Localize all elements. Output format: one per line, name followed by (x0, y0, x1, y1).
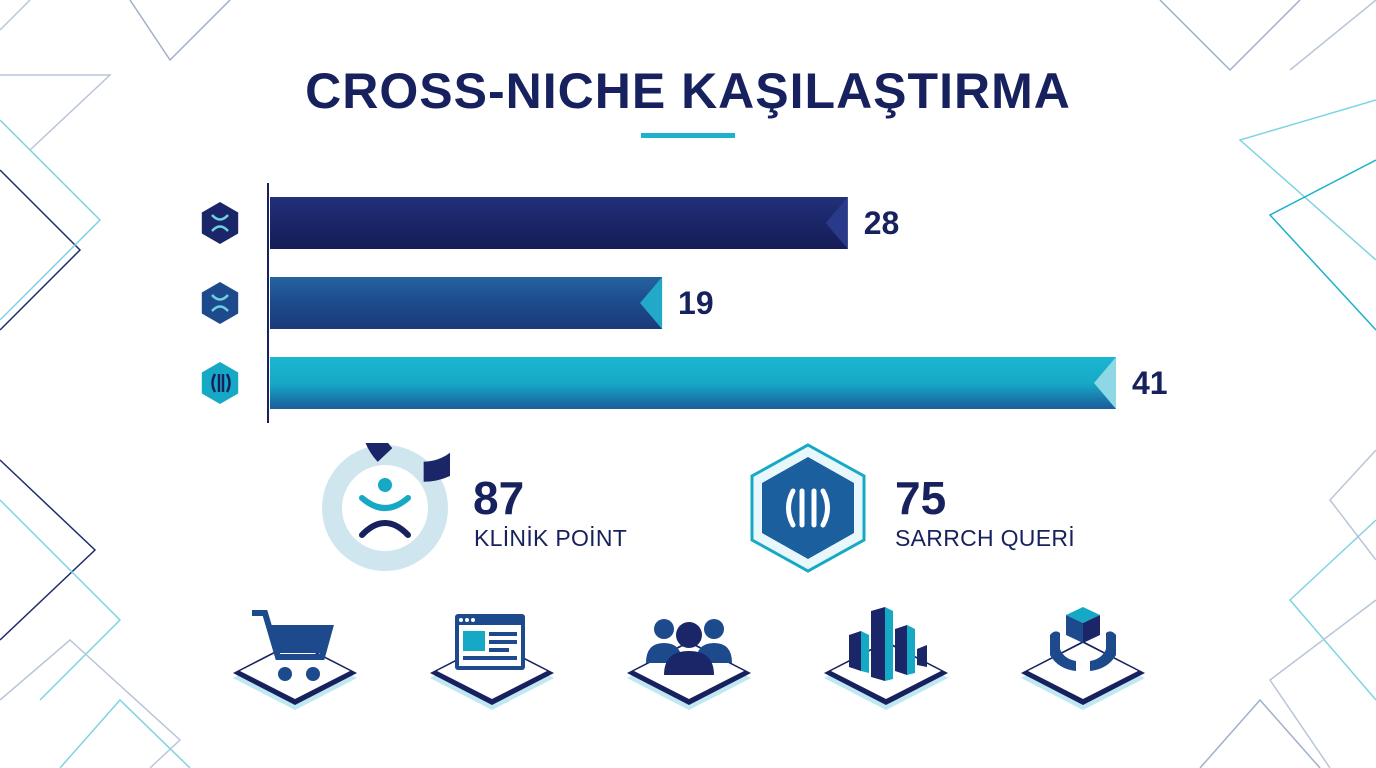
browser-window-icon (427, 605, 557, 735)
bar (270, 197, 848, 249)
data-label: 41 (1132, 365, 1168, 401)
people-group-icon (624, 605, 754, 735)
double-arc-icon (201, 202, 239, 244)
kpi-label: SARRCH QUERİ (895, 525, 1075, 551)
bar-end-cap (640, 277, 663, 329)
title-underline (641, 133, 735, 138)
shopping-cart-icon (230, 605, 360, 735)
kpi-label: KLİNİK POİNT (474, 525, 628, 551)
bar-end-cap (825, 197, 848, 249)
data-label: 28 (864, 205, 900, 241)
double-arc-icon (201, 282, 239, 324)
bar (270, 357, 1116, 409)
hands-cube-icon (1018, 605, 1148, 735)
ring-gauge-icon (322, 443, 450, 571)
kpi-value: 75 (895, 472, 947, 524)
data-label: 19 (678, 285, 714, 321)
parentheses-icon (201, 362, 239, 404)
kpi-search-queries: 75 SARRCH QUERİ (748, 443, 1108, 573)
hexagon-parentheses-icon (750, 443, 866, 573)
kpi-value: 87 (473, 472, 525, 524)
kpi-clinic-points: 87 KLİNİK POİNT (320, 443, 680, 573)
bar (270, 277, 663, 329)
page-title: CROSS-NICHE KAŞILAŞTIRMA (305, 63, 1071, 119)
bar-end-cap (1094, 357, 1116, 409)
building-bars-icon (821, 605, 951, 735)
